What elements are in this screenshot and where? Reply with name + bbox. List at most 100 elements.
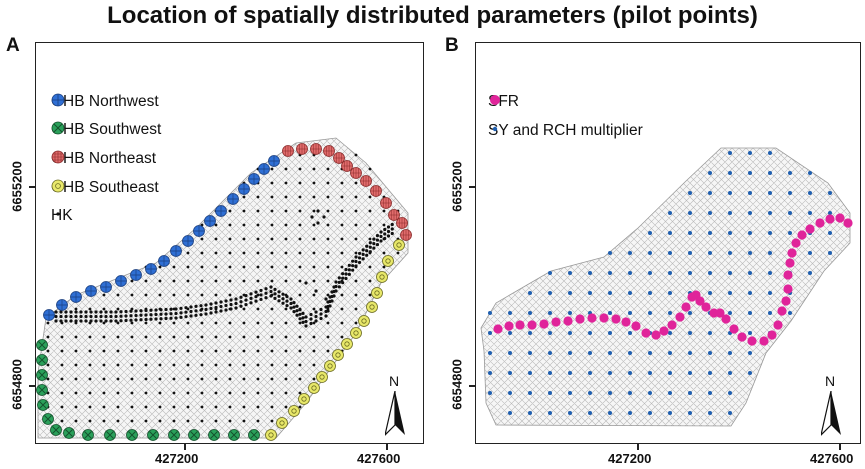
hk-point <box>242 349 246 353</box>
sy-rch-point <box>708 171 712 175</box>
legend-item-ghb-southeast: GHB Southeast <box>51 179 159 197</box>
hk-point <box>172 377 176 381</box>
panel-b-canvas <box>480 147 853 427</box>
hk-point <box>116 363 120 367</box>
hk-point <box>199 304 203 308</box>
hk-point <box>344 267 348 272</box>
hk-point <box>326 167 330 171</box>
hk-point <box>130 293 134 297</box>
hk-point <box>270 279 274 283</box>
sy-rch-point <box>728 291 732 295</box>
sy-rch-point <box>548 331 552 335</box>
hk-point <box>94 314 98 319</box>
hk-point <box>298 377 302 381</box>
hk-point <box>204 303 208 307</box>
hk-point <box>60 377 64 381</box>
sy-rch-point <box>668 411 672 415</box>
hk-point <box>60 391 64 395</box>
hk-point <box>312 223 316 227</box>
hk-point <box>284 265 288 269</box>
sy-rch-point <box>608 291 612 295</box>
sfr-point <box>701 302 711 312</box>
hk-point <box>130 279 134 283</box>
hk-point <box>256 279 260 283</box>
hk-point <box>298 265 302 269</box>
hk-point <box>144 308 148 313</box>
sy-rch-point <box>748 171 752 175</box>
sy-rch-point <box>768 211 772 215</box>
sfr-point <box>843 218 853 228</box>
hk-point <box>89 314 93 319</box>
ghb-southwest-points <box>36 339 260 441</box>
hk-point <box>214 223 218 227</box>
hk-point <box>228 237 232 241</box>
sy-rch-point <box>628 291 632 295</box>
hk-point <box>270 377 274 381</box>
sy-rch-point <box>748 151 752 155</box>
hk-point <box>326 223 330 227</box>
sy-rch-point <box>708 251 712 255</box>
hk-point <box>159 317 163 321</box>
hk-point <box>134 309 138 313</box>
hk-point <box>200 335 204 339</box>
hk-point <box>270 419 274 423</box>
hk-point <box>242 391 246 395</box>
legend-label: SY and RCH multiplier <box>488 122 643 139</box>
hk-point <box>298 279 302 283</box>
hk-point <box>312 335 316 339</box>
sy-rch-point <box>688 411 692 415</box>
hk-point <box>264 296 268 300</box>
sfr-point <box>783 270 793 280</box>
sy-rch-point <box>628 271 632 275</box>
hk-point <box>340 181 344 185</box>
sy-rch-point <box>808 251 812 255</box>
sy-rch-point <box>828 191 832 195</box>
hk-point <box>200 391 204 395</box>
hk-point <box>340 335 344 339</box>
hk-point <box>194 313 198 317</box>
sy-rch-point <box>608 311 612 315</box>
sy-rch-point <box>668 391 672 395</box>
hk-point <box>224 303 228 308</box>
hk-point <box>295 313 299 317</box>
hk-point <box>199 308 203 312</box>
hk-point <box>383 227 387 232</box>
hk-point <box>88 349 92 353</box>
hk-point <box>200 377 204 381</box>
hk-point <box>239 304 243 308</box>
hk-point <box>144 279 148 283</box>
sy-rch-point <box>648 351 652 355</box>
hk-point <box>256 307 260 311</box>
hk-point <box>375 242 380 247</box>
sy-rch-point <box>708 411 712 415</box>
hk-point <box>200 237 204 241</box>
hk-point <box>174 307 178 311</box>
hk-point <box>228 279 232 283</box>
north-label: N <box>825 373 836 389</box>
y-tick-mark <box>29 385 35 387</box>
hk-symbol-icon <box>56 212 60 216</box>
sy-rch-point <box>628 371 632 375</box>
hk-point <box>264 287 268 291</box>
hk-point <box>284 279 288 283</box>
sy-rch-point <box>488 311 492 315</box>
hk-point <box>334 284 338 289</box>
sy-rch-point <box>528 311 532 315</box>
sy-rch-points <box>488 151 832 415</box>
ghb-southeast-point <box>393 239 405 251</box>
hk-point <box>104 310 108 314</box>
ghb-southeast-point <box>358 315 370 327</box>
sy-rch-point <box>688 191 692 195</box>
hk-point <box>242 335 246 339</box>
ghb-southeast-point <box>366 301 378 313</box>
hk-point <box>361 248 365 252</box>
sy-rch-point <box>648 371 652 375</box>
hk-point <box>337 276 341 280</box>
hk-point <box>254 290 258 294</box>
sy-rch-point <box>768 171 772 175</box>
hk-point <box>256 209 260 213</box>
hk-point <box>219 309 223 313</box>
sy-rch-point <box>688 231 692 235</box>
y-tick-mark <box>29 186 35 188</box>
hk-point <box>298 167 302 171</box>
